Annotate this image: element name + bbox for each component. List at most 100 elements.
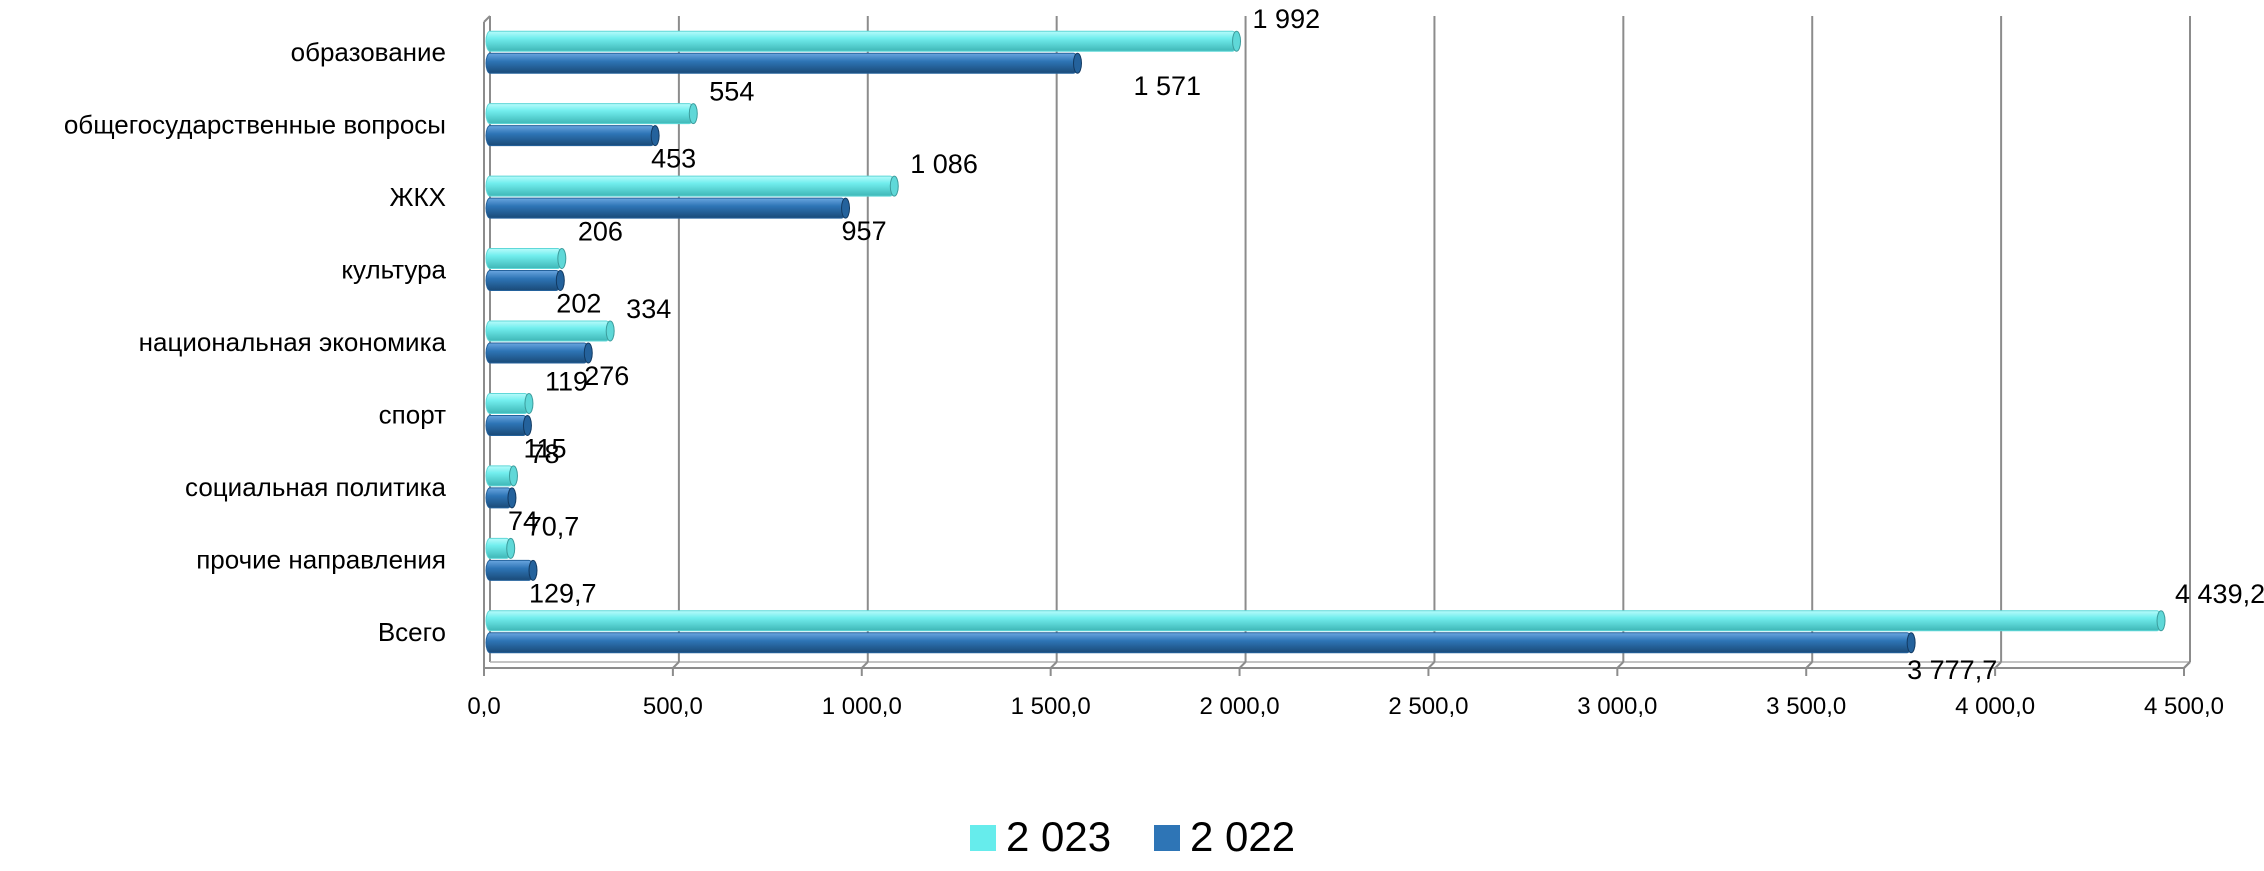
bar-body: [485, 320, 611, 342]
category-label: Всего: [378, 617, 446, 647]
bar-cap: [889, 175, 899, 197]
category-label: культура: [341, 255, 446, 285]
bar-body: [485, 175, 895, 197]
category-labels: образование общегосударственные вопросы ЖК…: [64, 37, 447, 647]
gridline-foot: [1049, 661, 1058, 669]
data-label-2023: 1 992: [1253, 4, 1321, 34]
bar-body: [485, 610, 2162, 632]
bar-2023: [485, 610, 2166, 632]
bar-2023: [485, 320, 615, 342]
bar-body: [485, 414, 528, 436]
data-label-2022: 202: [556, 289, 601, 319]
category-label: ЖКХ: [390, 182, 447, 212]
bar-cap: [507, 487, 517, 509]
data-label-2022: 115: [523, 433, 566, 463]
x-tick-label: 3 000,0: [1577, 693, 1657, 720]
category-label: социальная политика: [185, 472, 447, 502]
legend-label: 2 023: [1006, 813, 1111, 860]
category-label: спорт: [379, 399, 446, 429]
gridline-foot: [1805, 661, 1813, 669]
bar-cap: [2156, 610, 2166, 632]
bar-cap: [528, 559, 538, 581]
bar-body: [485, 342, 589, 364]
bar-cap: [524, 392, 534, 414]
x-tick-label: 3 500,0: [1766, 693, 1846, 720]
bar-body: [485, 270, 561, 292]
frame-corner: [483, 15, 491, 23]
bar-2023: [485, 248, 567, 270]
gridline-foot: [2183, 661, 2191, 669]
bar-2022: [485, 342, 593, 364]
bar-cap: [1232, 30, 1242, 52]
data-label-2023: 554: [709, 77, 754, 107]
x-tick-label: 2 500,0: [1388, 693, 1468, 720]
bar-body: [485, 52, 1078, 74]
x-tick-label: 4 000,0: [1955, 693, 2035, 720]
bars: [485, 30, 2166, 654]
gridline-foot: [1616, 661, 1625, 669]
gridlines: [483, 16, 2191, 676]
x-tick-label: 1 000,0: [822, 693, 902, 720]
data-label-2022: 1 571: [1133, 71, 1201, 101]
gridline-foot: [1238, 661, 1247, 669]
bar-2022: [485, 559, 538, 581]
data-label-2022: 74: [508, 506, 538, 536]
bar-body: [485, 248, 563, 270]
x-tick-label: 4 500,0: [2144, 693, 2224, 720]
data-label-2022: 276: [584, 361, 629, 391]
bar-2022: [485, 487, 517, 509]
bar-2022: [485, 197, 851, 219]
data-label-2022: 957: [842, 216, 887, 246]
x-tick-label: 0,0: [467, 693, 500, 720]
bar-2023: [485, 30, 1242, 52]
data-label-2023: 206: [578, 217, 623, 247]
bar-cap: [1072, 52, 1082, 74]
bar-cap: [583, 342, 593, 364]
gridline-foot: [672, 661, 680, 669]
bar-2022: [485, 125, 660, 147]
data-label-2022: 453: [651, 144, 696, 174]
bar-cap: [555, 270, 565, 292]
bar-2023: [485, 392, 534, 414]
x-tick-label: 500,0: [643, 693, 703, 720]
category-label: образование: [291, 37, 446, 67]
data-label-2022: 129,7: [529, 578, 597, 608]
gridline-foot: [1427, 661, 1436, 669]
data-label-2023: 1 086: [910, 149, 978, 179]
bar-cap: [605, 320, 615, 342]
bar-cap: [522, 414, 532, 436]
data-label-2023: 334: [626, 294, 671, 324]
bar-body: [485, 30, 1238, 52]
bar-body: [485, 392, 530, 414]
bar-cap: [557, 248, 567, 270]
legend: 2 023 2 022: [970, 813, 1295, 860]
category-label: национальная экономика: [139, 327, 447, 357]
bar-body: [485, 559, 534, 581]
gridline-foot: [1994, 661, 2002, 669]
bar-2023: [485, 537, 516, 559]
bar-body: [485, 125, 656, 147]
category-label: общегосударственные вопросы: [64, 110, 446, 140]
data-label-2023: 78: [529, 439, 559, 469]
bar-2023: [485, 175, 899, 197]
bar-cap: [688, 103, 698, 125]
legend-label: 2 022: [1190, 813, 1295, 860]
bar-cap: [1906, 632, 1916, 654]
bar-2023: [485, 465, 518, 487]
bar-2022: [485, 52, 1082, 74]
x-tick-label: 2 000,0: [1200, 693, 1280, 720]
legend-swatch: [1154, 825, 1180, 851]
bar-body: [485, 632, 1912, 654]
plot-frame: [483, 15, 2191, 669]
bar-2023: [485, 103, 698, 125]
bar-2022: [485, 632, 1916, 654]
x-axis-tick-labels: 0,0 500,0 1 000,0 1 500,0 2 000,0 2 500,0 3 00…: [467, 693, 2224, 720]
bar-cap: [508, 465, 518, 487]
bar-body: [485, 197, 847, 219]
bar-2022: [485, 414, 532, 436]
bar-2022: [485, 270, 565, 292]
category-label: прочие направления: [196, 544, 446, 574]
bar-cap: [841, 197, 851, 219]
